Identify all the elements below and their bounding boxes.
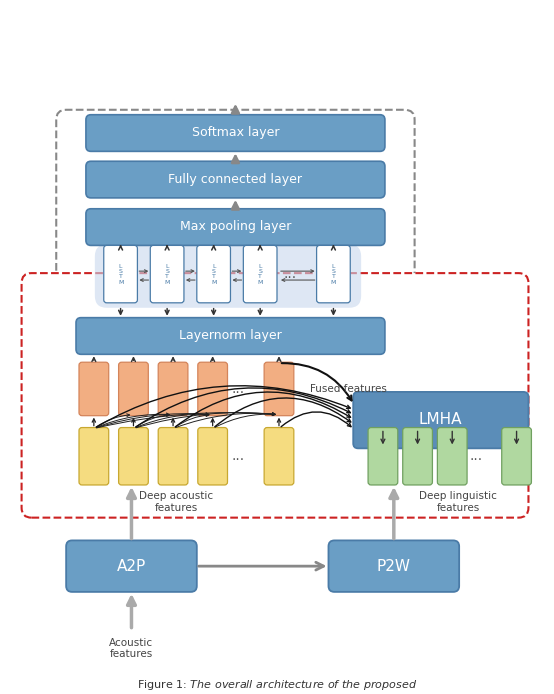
- FancyBboxPatch shape: [66, 541, 197, 592]
- FancyBboxPatch shape: [329, 541, 459, 592]
- FancyBboxPatch shape: [437, 428, 467, 485]
- Text: Acoustic
features: Acoustic features: [109, 638, 153, 659]
- FancyBboxPatch shape: [502, 428, 531, 485]
- Text: P2W: P2W: [377, 559, 411, 574]
- Text: L
S
T
M: L S T M: [331, 264, 336, 285]
- Text: Layernorm layer: Layernorm layer: [179, 329, 282, 342]
- FancyBboxPatch shape: [57, 110, 414, 498]
- FancyBboxPatch shape: [86, 115, 385, 151]
- FancyBboxPatch shape: [158, 362, 188, 416]
- FancyBboxPatch shape: [76, 318, 385, 355]
- FancyBboxPatch shape: [368, 428, 398, 485]
- FancyBboxPatch shape: [403, 428, 433, 485]
- FancyBboxPatch shape: [104, 246, 137, 303]
- FancyBboxPatch shape: [198, 362, 228, 416]
- FancyBboxPatch shape: [86, 209, 385, 246]
- Text: Fused features: Fused features: [310, 384, 387, 394]
- FancyBboxPatch shape: [86, 161, 385, 198]
- FancyBboxPatch shape: [150, 246, 184, 303]
- Text: LMHA: LMHA: [419, 412, 462, 427]
- FancyBboxPatch shape: [158, 428, 188, 485]
- FancyBboxPatch shape: [198, 428, 228, 485]
- FancyBboxPatch shape: [353, 392, 529, 448]
- Text: ...: ...: [283, 267, 296, 281]
- FancyBboxPatch shape: [316, 246, 350, 303]
- FancyBboxPatch shape: [79, 428, 109, 485]
- Text: A2P: A2P: [117, 559, 146, 574]
- FancyBboxPatch shape: [264, 362, 294, 416]
- Text: ...: ...: [469, 449, 483, 464]
- FancyBboxPatch shape: [119, 362, 148, 416]
- Text: Max pooling layer: Max pooling layer: [179, 220, 291, 233]
- Text: Deep linguistic
features: Deep linguistic features: [419, 491, 497, 513]
- Text: L
S
T
M: L S T M: [258, 264, 263, 285]
- Text: ...: ...: [232, 382, 245, 396]
- Text: Softmax layer: Softmax layer: [192, 126, 279, 139]
- Text: Fully connected layer: Fully connected layer: [168, 173, 302, 185]
- FancyBboxPatch shape: [243, 246, 277, 303]
- FancyBboxPatch shape: [197, 246, 230, 303]
- Text: Figure 1: $\it{The\ overall\ architecture\ of\ the\ proposed}$: Figure 1: $\it{The\ overall\ architectur…: [137, 678, 417, 692]
- FancyBboxPatch shape: [22, 273, 529, 518]
- Text: ...: ...: [232, 449, 245, 464]
- Text: Deep acoustic
features: Deep acoustic features: [139, 491, 213, 513]
- Text: L
S
T
M: L S T M: [118, 264, 124, 285]
- FancyBboxPatch shape: [79, 362, 109, 416]
- FancyBboxPatch shape: [119, 428, 148, 485]
- Text: L
S
T
M: L S T M: [165, 264, 170, 285]
- FancyBboxPatch shape: [264, 428, 294, 485]
- FancyBboxPatch shape: [95, 244, 361, 307]
- Text: L
S
T
M: L S T M: [211, 264, 216, 285]
